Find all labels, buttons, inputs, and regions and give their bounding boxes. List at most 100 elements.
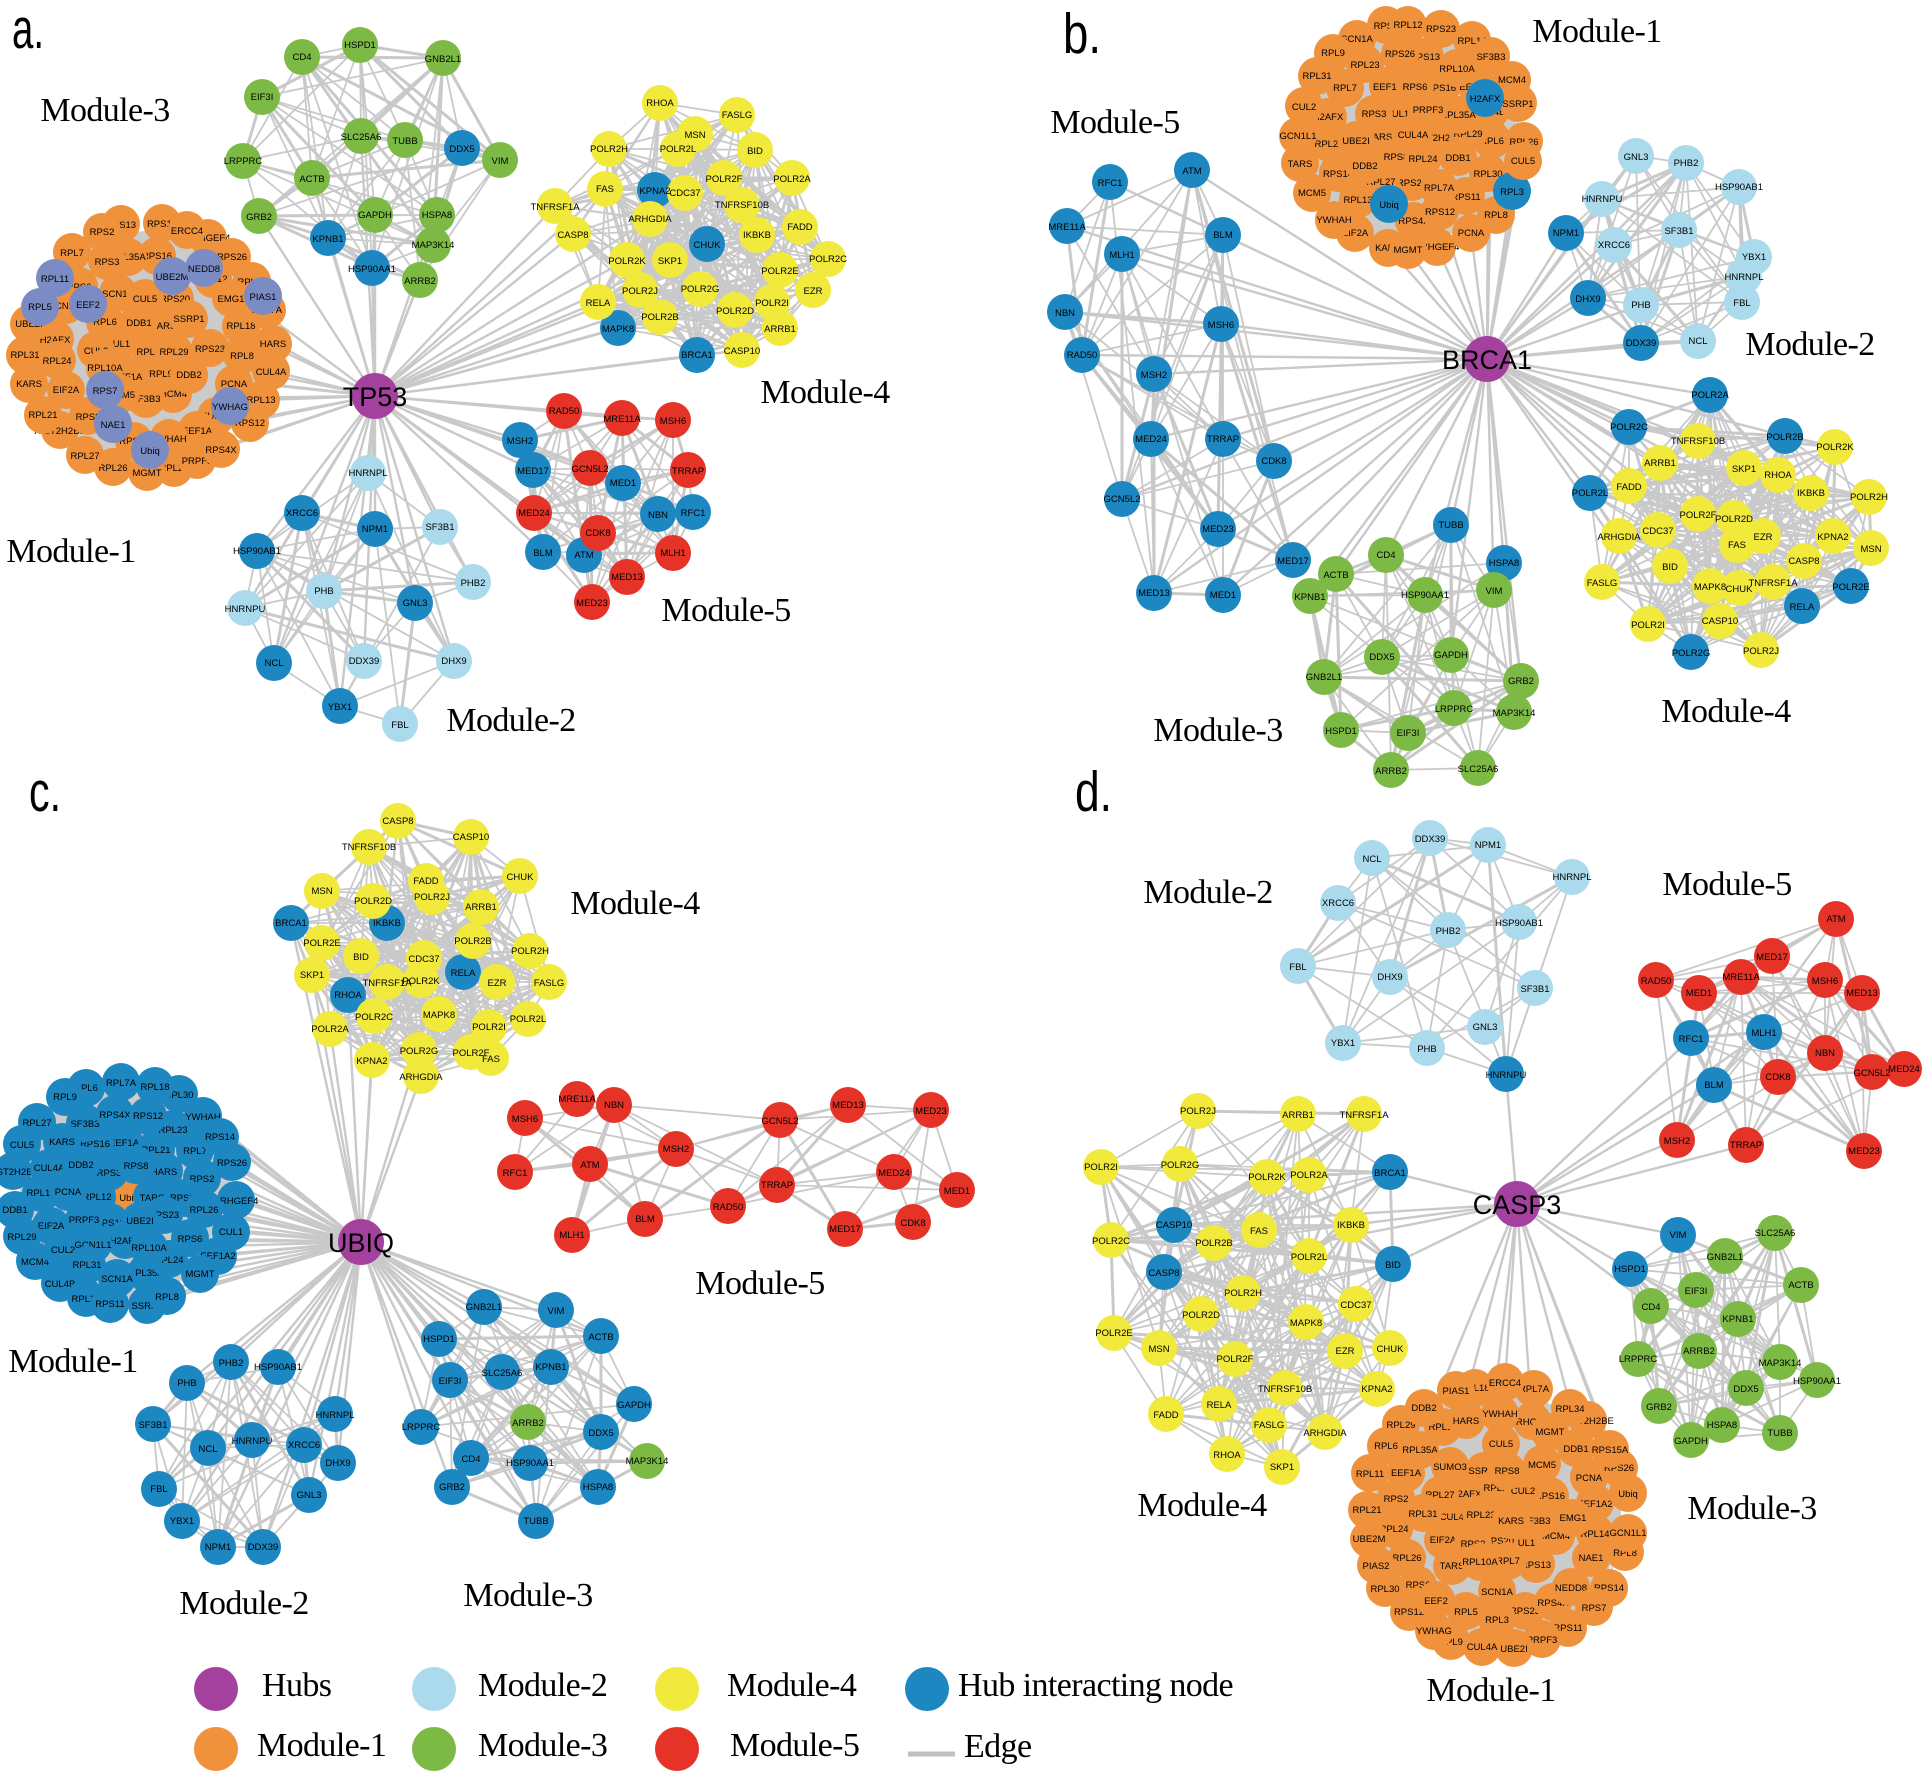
svg-text:PHB: PHB <box>1631 300 1651 311</box>
svg-text:RPL29: RPL29 <box>7 1232 36 1243</box>
svg-text:RPS11: RPS11 <box>95 1299 124 1310</box>
svg-text:CUL4A: CUL4A <box>1467 1642 1498 1653</box>
svg-text:POLR2G: POLR2G <box>400 1046 439 1057</box>
svg-text:MED24: MED24 <box>1888 1064 1920 1075</box>
svg-text:CD4: CD4 <box>1376 550 1395 561</box>
svg-text:SLC25A6: SLC25A6 <box>1458 764 1499 775</box>
svg-text:Module-4: Module-4 <box>570 885 700 922</box>
svg-text:HSPD1: HSPD1 <box>423 1334 455 1345</box>
svg-text:Module-1: Module-1 <box>1426 1672 1555 1709</box>
svg-text:POLR2A: POLR2A <box>311 1024 349 1035</box>
svg-text:RPS7: RPS7 <box>93 386 118 397</box>
svg-text:PHB2: PHB2 <box>1436 926 1461 937</box>
svg-text:RPL6: RPL6 <box>1480 136 1504 147</box>
svg-text:DHX9: DHX9 <box>441 656 466 667</box>
svg-text:HARS: HARS <box>260 339 286 350</box>
svg-text:PRPF3: PRPF3 <box>182 456 213 467</box>
svg-text:CASP10: CASP10 <box>1156 1220 1192 1231</box>
svg-text:POLR2H: POLR2H <box>1850 492 1888 503</box>
svg-text:POLR2G: POLR2G <box>1161 1160 1200 1171</box>
svg-text:Module-5: Module-5 <box>1050 104 1179 141</box>
svg-text:IKBKB: IKBKB <box>373 918 401 929</box>
svg-text:MCM5: MCM5 <box>1528 1460 1556 1471</box>
svg-text:CD4: CD4 <box>292 52 311 63</box>
svg-text:ARHGDIA: ARHGDIA <box>628 214 672 225</box>
svg-text:TNFRSF1A: TNFRSF1A <box>1748 578 1798 589</box>
svg-text:HARS: HARS <box>151 1167 177 1178</box>
svg-text:CASP10: CASP10 <box>724 346 760 357</box>
svg-text:POLR2K: POLR2K <box>1816 442 1854 453</box>
svg-text:SKP1: SKP1 <box>658 256 682 267</box>
svg-text:NAE1: NAE1 <box>1579 1553 1604 1564</box>
svg-text:b.: b. <box>1063 2 1101 66</box>
svg-text:RPL27: RPL27 <box>1425 1490 1454 1501</box>
svg-text:BRCA1: BRCA1 <box>1442 345 1532 375</box>
svg-text:RPL10A: RPL10A <box>1462 1557 1498 1568</box>
svg-text:RPS20: RPS20 <box>170 1193 200 1204</box>
svg-text:RPS12: RPS12 <box>1425 207 1455 218</box>
svg-text:RPL6: RPL6 <box>1374 1441 1398 1452</box>
svg-text:RPL18: RPL18 <box>140 1082 169 1093</box>
svg-text:CUL5: CUL5 <box>1511 156 1535 167</box>
svg-text:EZR: EZR <box>804 286 823 297</box>
svg-text:RPL9: RPL9 <box>1321 48 1345 59</box>
svg-text:MAP3K14: MAP3K14 <box>1759 1358 1802 1369</box>
svg-text:ARHGDIA: ARHGDIA <box>1597 532 1641 543</box>
svg-text:EIF3I: EIF3I <box>251 92 274 103</box>
svg-text:DHX9: DHX9 <box>1377 972 1402 983</box>
svg-text:FAS: FAS <box>482 1054 500 1065</box>
svg-text:RPS3: RPS3 <box>97 1168 122 1179</box>
svg-text:VIM: VIM <box>1670 1230 1687 1241</box>
svg-text:RPL27: RPL27 <box>70 451 99 462</box>
svg-text:RPS12: RPS12 <box>133 1111 163 1122</box>
svg-text:YWHAG: YWHAG <box>212 402 248 413</box>
svg-text:PIAS1: PIAS1 <box>1443 1386 1470 1397</box>
svg-text:GCN5L2: GCN5L2 <box>1104 494 1141 505</box>
svg-text:RPS26: RPS26 <box>217 252 247 263</box>
svg-text:FADD: FADD <box>1153 1410 1178 1421</box>
svg-text:CASP8: CASP8 <box>1788 556 1819 567</box>
svg-text:ARHGEF4: ARHGEF4 <box>214 1196 259 1207</box>
svg-text:RPL30: RPL30 <box>1370 1584 1399 1595</box>
svg-text:RPL10A: RPL10A <box>87 363 123 374</box>
svg-text:HSP90AB1: HSP90AB1 <box>254 1362 302 1373</box>
svg-text:Module-1: Module-1 <box>257 1727 386 1764</box>
svg-text:HSP90AA1: HSP90AA1 <box>348 264 396 275</box>
svg-text:POLR2C: POLR2C <box>1092 1236 1130 1247</box>
svg-text:CASP10: CASP10 <box>1702 616 1738 627</box>
svg-text:RPL24: RPL24 <box>154 1255 183 1266</box>
svg-text:SF3B3: SF3B3 <box>1476 52 1505 63</box>
svg-text:MED23: MED23 <box>915 1106 947 1117</box>
svg-text:HSPD1: HSPD1 <box>1614 1264 1646 1275</box>
svg-text:POLR2E: POLR2E <box>303 938 341 949</box>
svg-text:MED23: MED23 <box>1848 1146 1880 1157</box>
svg-text:RELA: RELA <box>1790 602 1815 613</box>
svg-text:FASLG: FASLG <box>1587 578 1618 589</box>
svg-text:RPL3: RPL3 <box>1500 187 1524 198</box>
svg-text:Module-2: Module-2 <box>446 702 575 739</box>
svg-text:POLR2G: POLR2G <box>681 284 720 295</box>
svg-text:CDK8: CDK8 <box>1765 1072 1790 1083</box>
svg-text:MAPK8: MAPK8 <box>1694 582 1726 593</box>
svg-text:TP53: TP53 <box>343 382 408 412</box>
svg-text:YBX1: YBX1 <box>1742 252 1766 263</box>
svg-text:SF3B1: SF3B1 <box>1664 226 1693 237</box>
svg-text:MED13: MED13 <box>832 1100 864 1111</box>
svg-text:RPL12: RPL12 <box>1393 20 1422 31</box>
svg-text:DDX5: DDX5 <box>588 1428 613 1439</box>
svg-text:TNFRSF1A: TNFRSF1A <box>362 978 412 989</box>
svg-text:CD4: CD4 <box>461 1454 480 1465</box>
svg-text:PCNA: PCNA <box>55 1187 82 1198</box>
svg-text:MED17: MED17 <box>1277 556 1309 567</box>
svg-text:TARS: TARS <box>140 1193 165 1204</box>
svg-text:MLH1: MLH1 <box>1751 1028 1776 1039</box>
svg-text:POLR2J: POLR2J <box>414 892 450 903</box>
svg-text:BID: BID <box>1385 1260 1401 1271</box>
svg-text:ARHGDIA: ARHGDIA <box>399 1072 443 1083</box>
svg-text:RPL7A: RPL7A <box>1519 1384 1550 1395</box>
svg-text:UBE2M: UBE2M <box>156 272 189 283</box>
svg-text:CHUK: CHUK <box>1377 1344 1405 1355</box>
svg-text:YBX1: YBX1 <box>170 1516 194 1527</box>
svg-text:RPS12: RPS12 <box>235 418 265 429</box>
svg-text:RPS23: RPS23 <box>1426 24 1456 35</box>
